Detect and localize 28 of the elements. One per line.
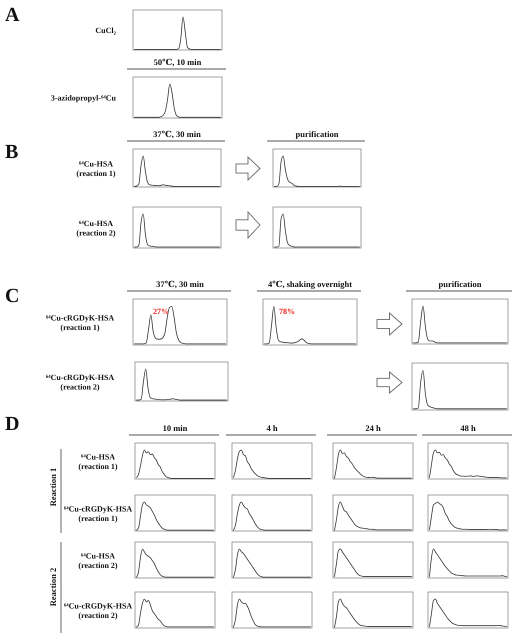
y-axis-title: ⁶⁴Cu-HSA (reaction 1)	[78, 452, 118, 471]
chart-title: 4 h	[266, 423, 278, 433]
chart-title: purification	[438, 279, 482, 289]
y-axis-title: ⁶⁴Cu-cRGDyK-HSA (reaction 1)	[46, 313, 114, 332]
chart-title: 10 min	[162, 423, 188, 433]
chart-title: 37℃, 30 min	[156, 279, 204, 289]
y-axis-title: ⁶⁴Cu-HSA (reaction 2)	[78, 551, 118, 570]
y-axis-title: ⁶⁴Cu-HSA (reaction 2)	[76, 218, 116, 238]
chart-title: 48 h	[460, 423, 476, 433]
y-axis-title: ⁶⁴Cu-HSA (reaction 1)	[76, 159, 116, 178]
chart-title: 37℃, 30 min	[153, 129, 202, 139]
y-axis-title: CuCl₂	[95, 26, 117, 35]
text: D	[5, 413, 20, 435]
text: C	[5, 285, 20, 307]
chart-title: 4℃, shaking overnight	[268, 279, 352, 289]
chart-title: purification	[296, 129, 339, 139]
y-axis-title: 3-azidopropyl-⁶⁴Cu	[50, 94, 117, 102]
annotation: 27%	[153, 307, 169, 316]
chart-title: 24 h	[365, 423, 381, 433]
text: B	[5, 141, 18, 163]
y-axis-title: ⁶⁴Cu-cRGDyK-HSA (reaction 1)	[64, 504, 132, 523]
chart-title: 50℃, 10 min	[154, 57, 202, 67]
text: A	[5, 4, 20, 26]
y-axis-title: ⁶⁴Cu-cRGDyK-HSA (reaction 2)	[64, 601, 132, 620]
text: Reaction 1	[48, 468, 58, 506]
annotation: 78%	[279, 307, 295, 316]
text: Reaction 2	[48, 568, 58, 606]
y-axis-title: ⁶⁴Cu-cRGDyK-HSA (reaction 2)	[46, 372, 114, 392]
